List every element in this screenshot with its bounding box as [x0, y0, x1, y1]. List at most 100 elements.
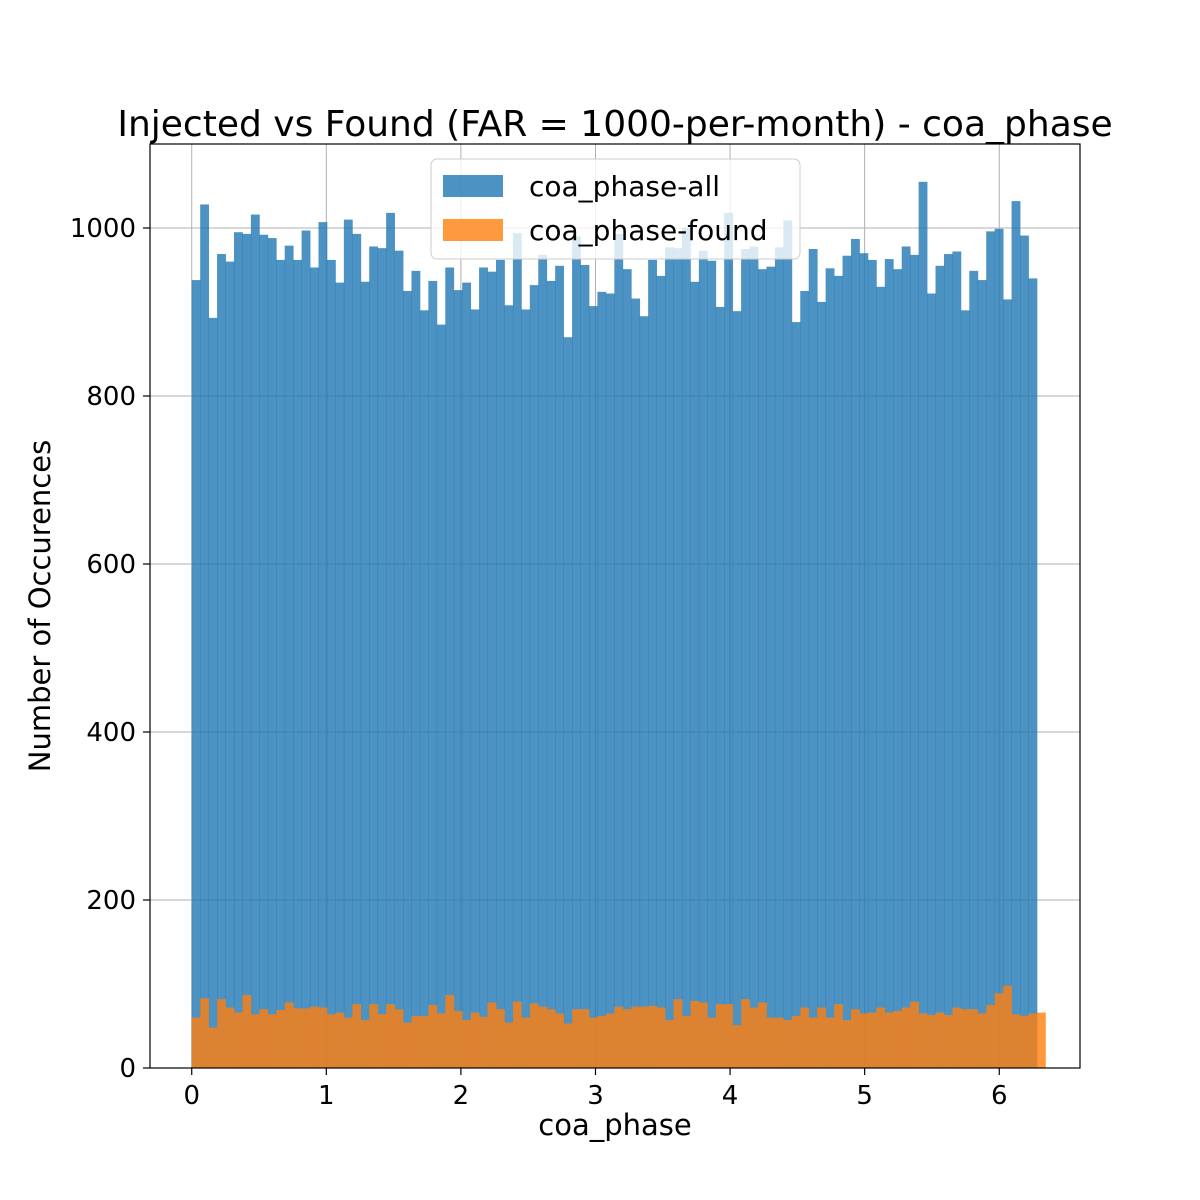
histogram-bar [817, 301, 827, 1068]
histogram-bar [741, 999, 750, 1068]
x-tick-label: 2 [453, 1081, 470, 1111]
histogram-bar [445, 994, 455, 1068]
histogram-bar [631, 1006, 641, 1068]
histogram-bar [994, 993, 1004, 1068]
y-tick-label: 200 [86, 886, 136, 916]
histogram-bar [403, 291, 412, 1068]
histogram-bar [698, 1002, 708, 1068]
histogram-bar [639, 1006, 649, 1068]
histogram-bar [732, 1025, 742, 1068]
histogram-bar [1028, 1013, 1038, 1068]
histogram-bar [952, 251, 962, 1068]
histogram-bar [343, 219, 353, 1069]
series-coa_phase-all [191, 181, 1038, 1069]
histogram-bar [529, 285, 539, 1068]
y-tick-label: 400 [86, 718, 136, 748]
histogram-bar [690, 281, 700, 1068]
histogram-bar [335, 1012, 345, 1068]
histogram-bar [774, 1017, 784, 1068]
histogram-bar [200, 204, 210, 1069]
histogram-bar [825, 268, 835, 1068]
histogram-bar [563, 1023, 573, 1068]
histogram-bar [276, 1010, 286, 1068]
histogram-bar [859, 1013, 869, 1068]
histogram-bar [749, 1007, 759, 1068]
histogram-bar [462, 282, 472, 1069]
histogram-bar [732, 311, 742, 1068]
histogram-bar [639, 316, 649, 1068]
histogram-bar [386, 1004, 395, 1068]
histogram-bar [597, 291, 607, 1069]
histogram-bar [436, 324, 446, 1069]
histogram-bar [918, 181, 928, 1069]
histogram-bar [665, 1020, 674, 1068]
histogram-bar [774, 247, 784, 1068]
histogram-bar [563, 337, 573, 1068]
histogram-bar [217, 254, 226, 1069]
axes: 0 1 2 3 4 5 6 0 200 400 600 800 1000 [70, 143, 1081, 1111]
y-axis-label: Number of Occurences [23, 440, 57, 772]
histogram-bar [842, 255, 852, 1069]
histogram-bar [242, 994, 252, 1068]
x-tick-label: 6 [991, 1081, 1008, 1111]
histogram-bar [969, 1009, 979, 1068]
histogram-bar [555, 1013, 565, 1068]
legend-swatch [443, 175, 503, 197]
histogram-bar [504, 305, 514, 1068]
histogram-bar [681, 1015, 691, 1068]
histogram-bar [318, 1007, 328, 1068]
histogram-bar [783, 220, 793, 1068]
histogram-bar [986, 1005, 996, 1068]
histogram-bar [470, 1012, 480, 1068]
histogram-bar [707, 260, 717, 1068]
histogram-bar [259, 1009, 269, 1068]
histogram-bar [504, 1022, 514, 1068]
histogram-bar [850, 238, 860, 1069]
histogram-bar [825, 1017, 835, 1068]
histogram-bar [605, 293, 615, 1068]
histogram-bar [310, 267, 319, 1069]
histogram-bar [411, 1015, 421, 1068]
histogram-bar [242, 233, 252, 1068]
histogram-bar [1028, 278, 1038, 1068]
histogram-bar [588, 1017, 598, 1068]
histogram-bar [267, 238, 277, 1068]
histogram-bar [1020, 235, 1029, 1068]
histogram-bar [267, 1014, 277, 1068]
histogram-bar [876, 1007, 886, 1068]
histogram-bar [191, 1017, 201, 1068]
histogram-bar [783, 1020, 793, 1068]
x-tick-label: 1 [318, 1081, 335, 1111]
histogram-bar [225, 261, 235, 1069]
histogram-bar [690, 1000, 700, 1068]
histogram-bar [834, 1004, 843, 1068]
histogram-bar [462, 1020, 472, 1068]
histogram-bar [884, 1012, 894, 1068]
histogram-bar [360, 1020, 370, 1068]
histogram-bar [622, 1009, 632, 1068]
legend-swatch [443, 219, 503, 241]
histogram-bar [605, 1013, 615, 1068]
y-tick-label: 0 [119, 1054, 136, 1084]
histogram-bar [724, 1004, 734, 1068]
histogram-bar [834, 275, 843, 1068]
histogram-bar [977, 280, 987, 1069]
histogram-bar [301, 230, 311, 1068]
histogram-bar [1003, 299, 1012, 1068]
histogram-bar [233, 232, 243, 1068]
histogram-bar [808, 249, 818, 1068]
histogram-bar [259, 234, 269, 1069]
histogram-bar [318, 222, 328, 1068]
histogram-bar [791, 322, 801, 1069]
y-tick-label: 600 [86, 550, 136, 580]
histogram-bar [521, 309, 531, 1069]
x-tick-label: 4 [722, 1081, 739, 1111]
y-tick-label: 1000 [70, 214, 136, 244]
histogram-bar [572, 1009, 581, 1068]
histogram-bar [876, 286, 886, 1068]
histogram-bar [369, 246, 379, 1069]
histogram-bar [495, 259, 505, 1068]
histogram-bar [960, 310, 970, 1068]
histogram-bar [648, 1005, 657, 1068]
